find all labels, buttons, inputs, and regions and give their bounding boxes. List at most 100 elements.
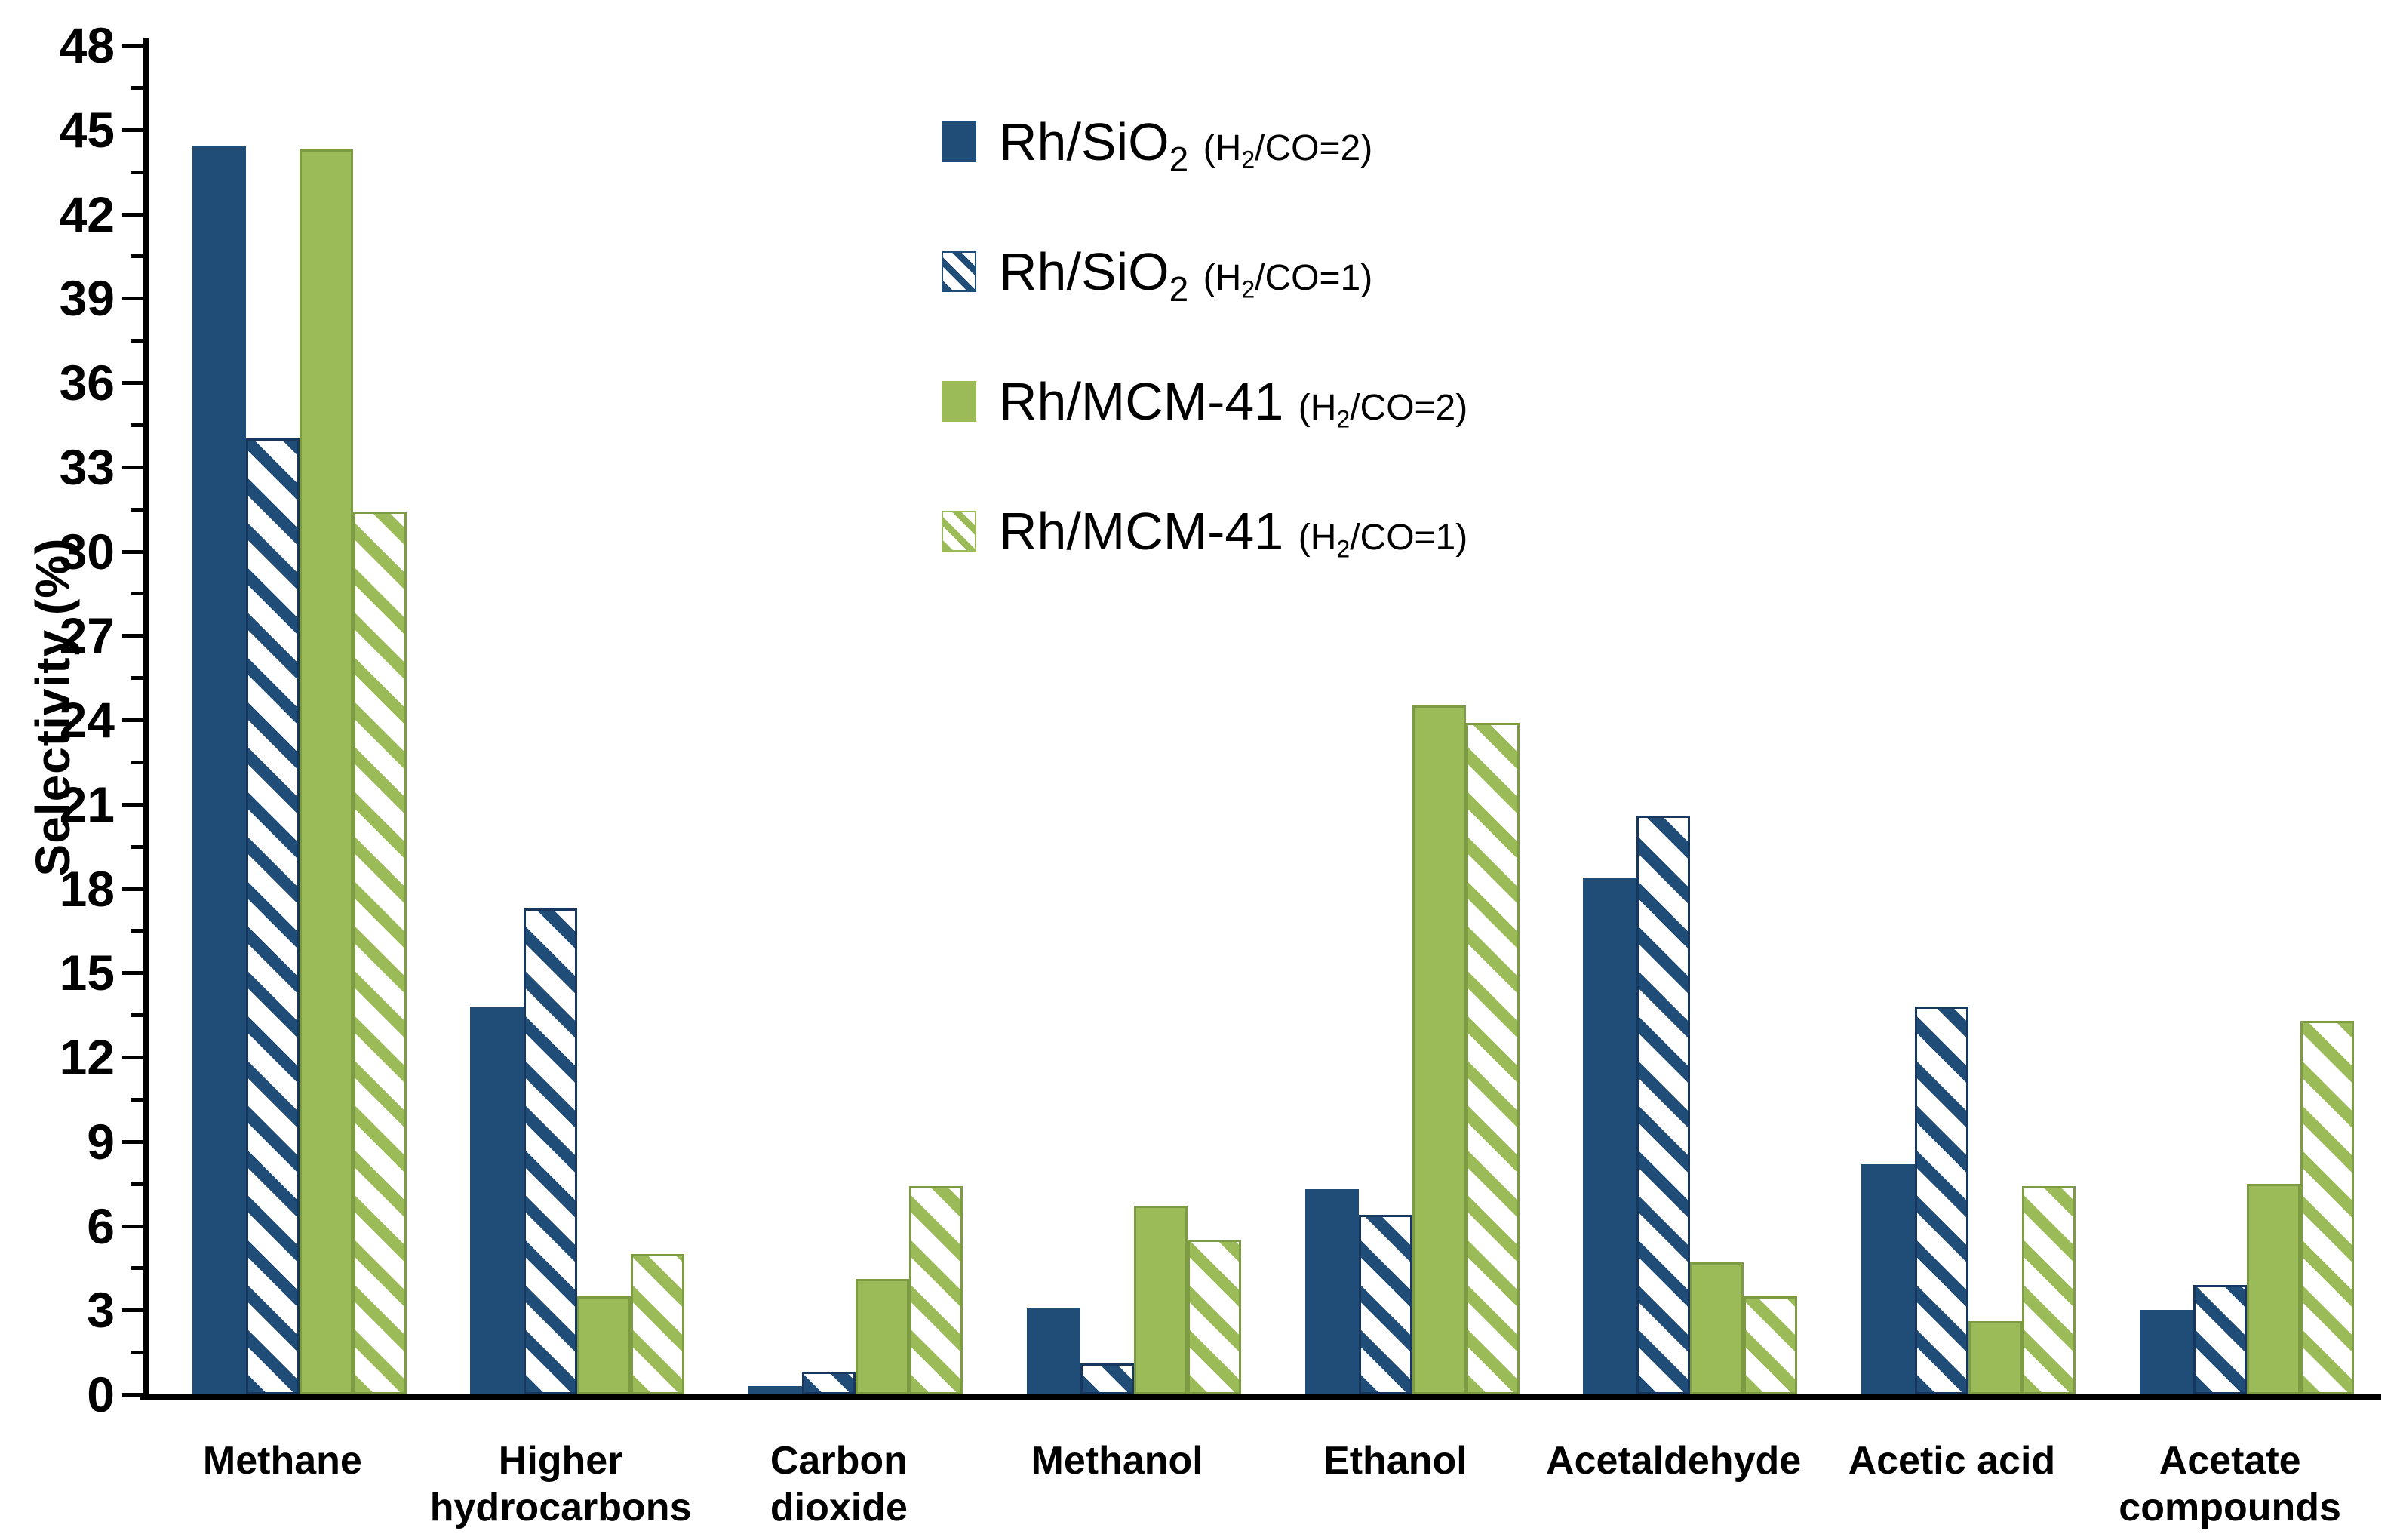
bar-rh-mcm-41-h2-co-1--ethanol bbox=[1466, 723, 1520, 1394]
y-major-tick bbox=[122, 1393, 143, 1397]
legend-item-rh-sio2-h2-co-2-: Rh/SiO2 (H2/CO=2) bbox=[942, 112, 1373, 179]
bar-rh-mcm-41-h2-co-2--carbon-dioxide bbox=[856, 1279, 909, 1394]
y-major-tick bbox=[122, 1224, 143, 1228]
y-major-tick bbox=[122, 1308, 143, 1313]
y-tick-label: 42 bbox=[59, 186, 115, 242]
bar-rh-sio2-h2-co-1--ethanol bbox=[1359, 1215, 1412, 1394]
bar-rh-sio2-h2-co-1--methanol bbox=[1080, 1363, 1134, 1394]
bar-rh-sio2-h2-co-2--methanol bbox=[1027, 1308, 1080, 1394]
y-tick-label: 45 bbox=[59, 101, 115, 158]
y-major-tick bbox=[122, 465, 143, 469]
y-minor-tick bbox=[131, 1351, 143, 1355]
y-tick-label: 18 bbox=[59, 860, 115, 917]
category-label-acetic-acid: Acetic acid bbox=[1848, 1439, 2056, 1483]
bar-rh-sio2-h2-co-2--acetaldehyde bbox=[1583, 878, 1636, 1394]
bar-rh-sio2-h2-co-1--methane bbox=[246, 438, 300, 1394]
y-tick-label: 33 bbox=[59, 438, 115, 495]
bar-rh-sio2-h2-co-2--methane bbox=[192, 146, 246, 1394]
bar-rh-sio2-h2-co-2--acetic-acid bbox=[1861, 1164, 1915, 1394]
y-major-tick bbox=[122, 44, 143, 48]
legend-label: Rh/MCM-41 (H2/CO=1) bbox=[999, 502, 1468, 563]
bar-rh-mcm-41-h2-co-2--acetaldehyde bbox=[1690, 1262, 1744, 1394]
legend-label: Rh/MCM-41 (H2/CO=2) bbox=[999, 372, 1468, 433]
y-tick-label: 12 bbox=[59, 1029, 115, 1085]
y-tick-label: 36 bbox=[59, 355, 115, 410]
bar-rh-sio2-h2-co-2--higher-hydrocarbons bbox=[470, 1007, 524, 1394]
bar-rh-mcm-41-h2-co-1--acetic-acid bbox=[2022, 1186, 2076, 1394]
legend-label: Rh/SiO2 (H2/CO=1) bbox=[999, 242, 1373, 309]
category-label-higher-hydrocarbons: Higher hydrocarbons bbox=[429, 1439, 692, 1529]
y-major-tick bbox=[122, 802, 143, 807]
y-major-tick bbox=[122, 212, 143, 217]
category-label-methanol: Methanol bbox=[1031, 1439, 1203, 1483]
legend-swatch-green-hatch bbox=[942, 511, 976, 552]
plot-area bbox=[143, 41, 2369, 1394]
y-tick-label: 24 bbox=[59, 692, 115, 748]
bar-rh-sio2-h2-co-1--acetic-acid bbox=[1915, 1007, 1968, 1394]
bar-rh-mcm-41-h2-co-1--carbon-dioxide bbox=[909, 1186, 963, 1394]
y-minor-tick bbox=[131, 507, 143, 512]
y-minor-tick bbox=[131, 1013, 143, 1018]
y-minor-tick bbox=[131, 85, 143, 90]
y-minor-tick bbox=[131, 170, 143, 174]
bar-rh-mcm-41-h2-co-2--higher-hydrocarbons bbox=[577, 1296, 631, 1394]
y-tick-label: 21 bbox=[59, 776, 115, 832]
legend-item-rh-mcm-41-h2-co-2-: Rh/MCM-41 (H2/CO=2) bbox=[942, 371, 1467, 432]
y-major-tick bbox=[122, 297, 143, 301]
bar-rh-sio2-h2-co-2--ethanol bbox=[1305, 1189, 1359, 1394]
legend-swatch-blue-solid bbox=[942, 121, 976, 162]
y-tick-label: 39 bbox=[59, 270, 115, 327]
bar-rh-mcm-41-h2-co-1--higher-hydrocarbons bbox=[631, 1254, 684, 1394]
bar-rh-mcm-41-h2-co-2--acetate-compounds bbox=[2247, 1184, 2300, 1394]
bar-rh-mcm-41-h2-co-2--acetic-acid bbox=[1968, 1321, 2022, 1394]
bar-rh-mcm-41-h2-co-2--methane bbox=[300, 149, 353, 1394]
category-label-acetaldehyde: Acetaldehyde bbox=[1546, 1439, 1802, 1483]
bar-rh-mcm-41-h2-co-1--acetate-compounds bbox=[2300, 1021, 2354, 1394]
x-axis-line bbox=[140, 1394, 2381, 1400]
bar-rh-mcm-41-h2-co-2--methanol bbox=[1134, 1206, 1188, 1394]
category-label-ethanol: Ethanol bbox=[1323, 1439, 1467, 1483]
legend-item-rh-sio2-h2-co-1-: Rh/SiO2 (H2/CO=1) bbox=[942, 241, 1373, 309]
bar-rh-mcm-41-h2-co-1--methanol bbox=[1188, 1240, 1241, 1394]
y-tick-label: 15 bbox=[59, 945, 115, 1001]
y-minor-tick bbox=[131, 844, 143, 849]
y-major-tick bbox=[122, 634, 143, 638]
y-minor-tick bbox=[131, 676, 143, 681]
y-tick-label: 3 bbox=[87, 1282, 115, 1339]
legend-item-rh-mcm-41-h2-co-1-: Rh/MCM-41 (H2/CO=1) bbox=[942, 501, 1467, 561]
y-major-tick bbox=[122, 718, 143, 722]
y-major-tick bbox=[122, 128, 143, 132]
y-major-tick bbox=[122, 887, 143, 891]
y-minor-tick bbox=[131, 1266, 143, 1271]
bar-rh-mcm-41-h2-co-1--acetaldehyde bbox=[1744, 1296, 1797, 1394]
y-minor-tick bbox=[131, 1097, 143, 1102]
y-major-tick bbox=[122, 971, 143, 976]
y-minor-tick bbox=[131, 254, 143, 259]
y-tick-label: 9 bbox=[87, 1113, 115, 1170]
y-major-tick bbox=[122, 1139, 143, 1144]
y-major-tick bbox=[122, 1056, 143, 1059]
y-tick-label: 48 bbox=[59, 17, 115, 73]
y-axis-line bbox=[143, 38, 149, 1400]
y-minor-tick bbox=[131, 760, 143, 764]
category-label-carbon-dioxide: Carbon dioxide bbox=[770, 1439, 908, 1529]
legend-swatch-blue-hatch bbox=[942, 251, 976, 292]
category-label-methane: Methane bbox=[202, 1439, 362, 1483]
bar-rh-sio2-h2-co-2--carbon-dioxide bbox=[748, 1386, 802, 1394]
y-tick-label: 6 bbox=[87, 1197, 115, 1254]
y-tick-label: 30 bbox=[59, 523, 115, 579]
bar-rh-mcm-41-h2-co-2--ethanol bbox=[1412, 705, 1466, 1394]
bar-rh-sio2-h2-co-1--acetaldehyde bbox=[1636, 816, 1690, 1394]
bar-rh-sio2-h2-co-1--acetate-compounds bbox=[2193, 1285, 2247, 1394]
y-minor-tick bbox=[131, 929, 143, 933]
y-minor-tick bbox=[131, 592, 143, 596]
y-major-tick bbox=[122, 549, 143, 554]
legend-swatch-green-solid bbox=[942, 381, 976, 422]
legend-label: Rh/SiO2 (H2/CO=2) bbox=[999, 112, 1373, 179]
bar-rh-sio2-h2-co-2--acetate-compounds bbox=[2140, 1310, 2193, 1394]
y-major-tick bbox=[122, 381, 143, 385]
y-tick-label: 0 bbox=[87, 1366, 115, 1422]
y-minor-tick bbox=[131, 1182, 143, 1186]
y-tick-label: 27 bbox=[59, 607, 115, 664]
